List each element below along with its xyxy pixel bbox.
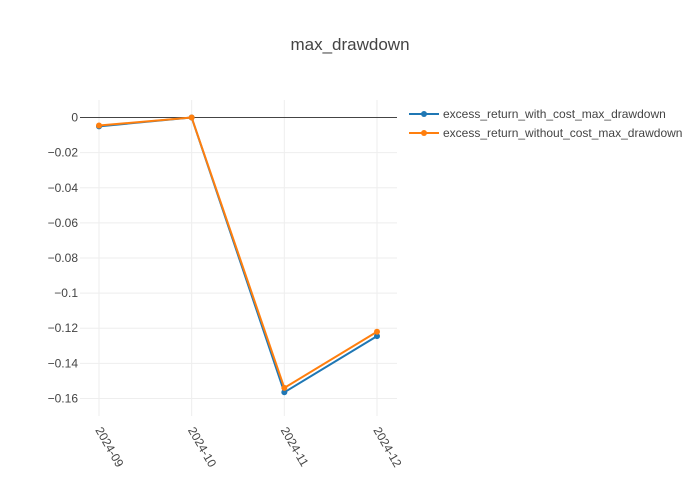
y-tick-label: −0.1 xyxy=(54,286,78,300)
legend-swatch-marker xyxy=(421,111,427,117)
legend-label: excess_return_with_cost_max_drawdown xyxy=(443,107,666,121)
y-tick-label: −0.02 xyxy=(48,146,79,160)
gridlines xyxy=(80,100,397,416)
y-axis-ticks: 0 −0.02 −0.04 −0.06 −0.08 −0.1 −0.12 −0.14 −0.16 xyxy=(48,111,79,406)
legend-swatch-marker xyxy=(421,130,427,136)
y-tick-label: −0.06 xyxy=(48,216,79,230)
legend-item-1[interactable]: excess_return_without_cost_max_drawdown xyxy=(409,126,682,140)
legend-label: excess_return_without_cost_max_drawdown xyxy=(443,126,682,140)
y-tick-label: −0.12 xyxy=(48,321,79,335)
series-0-point xyxy=(281,389,288,396)
y-tick-label: 0 xyxy=(71,111,78,125)
y-tick-label: −0.04 xyxy=(48,181,79,195)
chart-title: max_drawdown xyxy=(290,35,409,54)
y-tick-label: −0.16 xyxy=(48,391,79,405)
series-line-1 xyxy=(98,116,378,389)
y-tick-label: −0.14 xyxy=(48,356,79,370)
series-1-point xyxy=(188,114,195,121)
series-1-point xyxy=(374,328,380,335)
series-0-point xyxy=(374,333,380,340)
series-1-point xyxy=(96,122,102,129)
legend-item-0[interactable]: excess_return_with_cost_max_drawdown xyxy=(409,107,666,121)
y-tick-label: −0.08 xyxy=(48,251,79,265)
legend[interactable]: excess_return_with_cost_max_drawdownexce… xyxy=(409,107,682,140)
series-lines xyxy=(96,114,380,396)
series-1-point xyxy=(281,384,288,391)
